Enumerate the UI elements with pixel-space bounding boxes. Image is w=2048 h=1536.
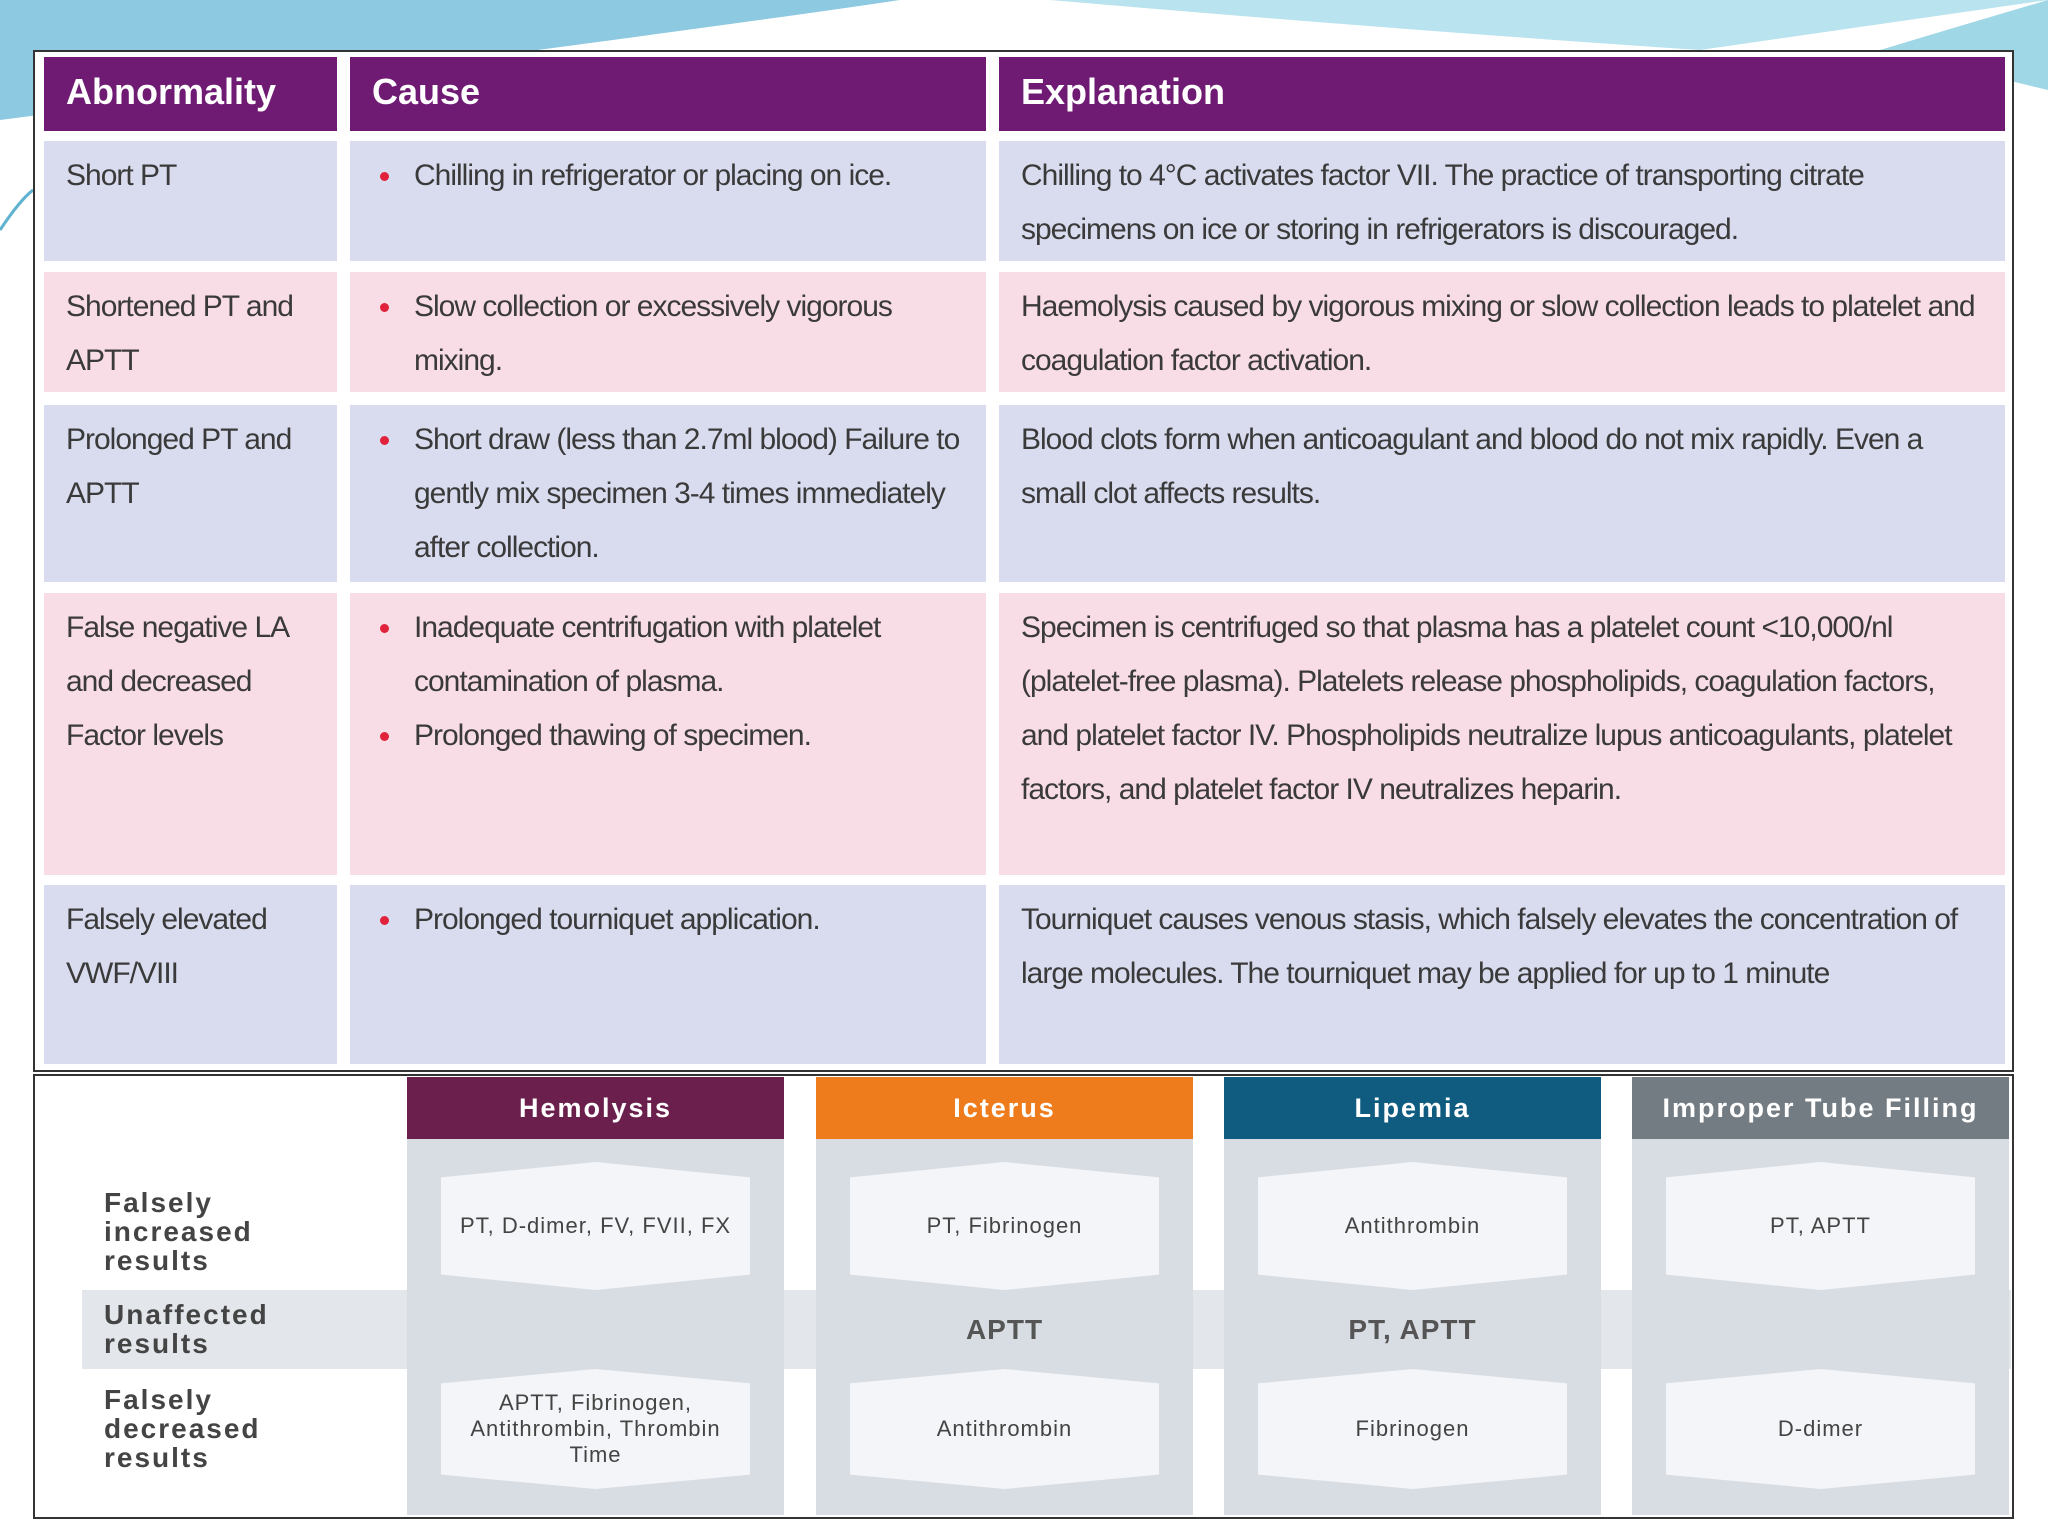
cause-cell: Slow collection or excessively vigorous … xyxy=(350,272,986,392)
abnormality-cell: Falsely elevated VWF/VIII xyxy=(44,885,337,1064)
explanation-cell: Tourniquet causes venous stasis, which f… xyxy=(999,885,2005,1064)
result-cell: PT, APTT xyxy=(1348,1313,1477,1345)
abnormality-cell: Prolonged PT and APTT xyxy=(44,405,337,582)
header-cell: Abnormality xyxy=(44,57,337,131)
abnormality-cell: Short PT xyxy=(44,141,337,261)
result-cell: PT, Fibrinogen xyxy=(850,1162,1159,1290)
column-header: Hemolysis xyxy=(407,1077,784,1139)
result-cell: APTT xyxy=(965,1313,1044,1345)
row-label: Unaffected results xyxy=(104,1299,269,1359)
cause-list: Inadequate centrifugation with platelet … xyxy=(372,601,964,763)
abnormality-cell: False negative LA and decreased Factor l… xyxy=(44,593,337,875)
cause-item: Slow collection or excessively vigorous … xyxy=(380,280,964,388)
explanation-cell: Chilling to 4°C activates factor VII. Th… xyxy=(999,141,2005,261)
result-cell: D-dimer xyxy=(1666,1369,1975,1489)
cause-cell: Short draw (less than 2.7ml blood) Failu… xyxy=(350,405,986,582)
cause-item: Chilling in refrigerator or placing on i… xyxy=(380,149,964,203)
result-cell: APTT, Fibrinogen, Antithrombin, Thrombin… xyxy=(441,1369,750,1489)
column-header: Lipemia xyxy=(1224,1077,1601,1139)
cause-list: Short draw (less than 2.7ml blood) Failu… xyxy=(372,413,964,575)
column-header: Icterus xyxy=(816,1077,1193,1139)
explanation-cell: Haemolysis caused by vigorous mixing or … xyxy=(999,272,2005,392)
explanation-cell: Blood clots form when anticoagulant and … xyxy=(999,405,2005,582)
column-header: Improper Tube Filling xyxy=(1632,1077,2009,1139)
cause-list: Chilling in refrigerator or placing on i… xyxy=(372,149,964,203)
row-label: Falsely increased results xyxy=(104,1187,253,1276)
cause-item: Inadequate centrifugation with platelet … xyxy=(380,601,964,709)
abnormality-cell: Shortened PT and APTT xyxy=(44,272,337,392)
explanation-cell: Specimen is centrifuged so that plasma h… xyxy=(999,593,2005,875)
cause-item: Short draw (less than 2.7ml blood) Failu… xyxy=(380,413,964,575)
header-cell: Explanation xyxy=(999,57,2005,131)
cause-list: Prolonged tourniquet application. xyxy=(372,893,964,947)
result-cell: Fibrinogen xyxy=(1258,1369,1567,1489)
result-cell: PT, APTT xyxy=(1666,1162,1975,1290)
result-cell: Antithrombin xyxy=(850,1369,1159,1489)
header-cell: Cause xyxy=(350,57,986,131)
result-cell: Antithrombin xyxy=(1258,1162,1567,1290)
cause-cell: Inadequate centrifugation with platelet … xyxy=(350,593,986,875)
row-label: Falsely decreased results xyxy=(104,1384,261,1473)
cause-item: Prolonged thawing of specimen. xyxy=(380,709,964,763)
cause-list: Slow collection or excessively vigorous … xyxy=(372,280,964,388)
result-cell: PT, D-dimer, FV, FVII, FX xyxy=(441,1162,750,1290)
cause-cell: Chilling in refrigerator or placing on i… xyxy=(350,141,986,261)
cause-item: Prolonged tourniquet application. xyxy=(380,893,964,947)
cause-cell: Prolonged tourniquet application. xyxy=(350,885,986,1064)
